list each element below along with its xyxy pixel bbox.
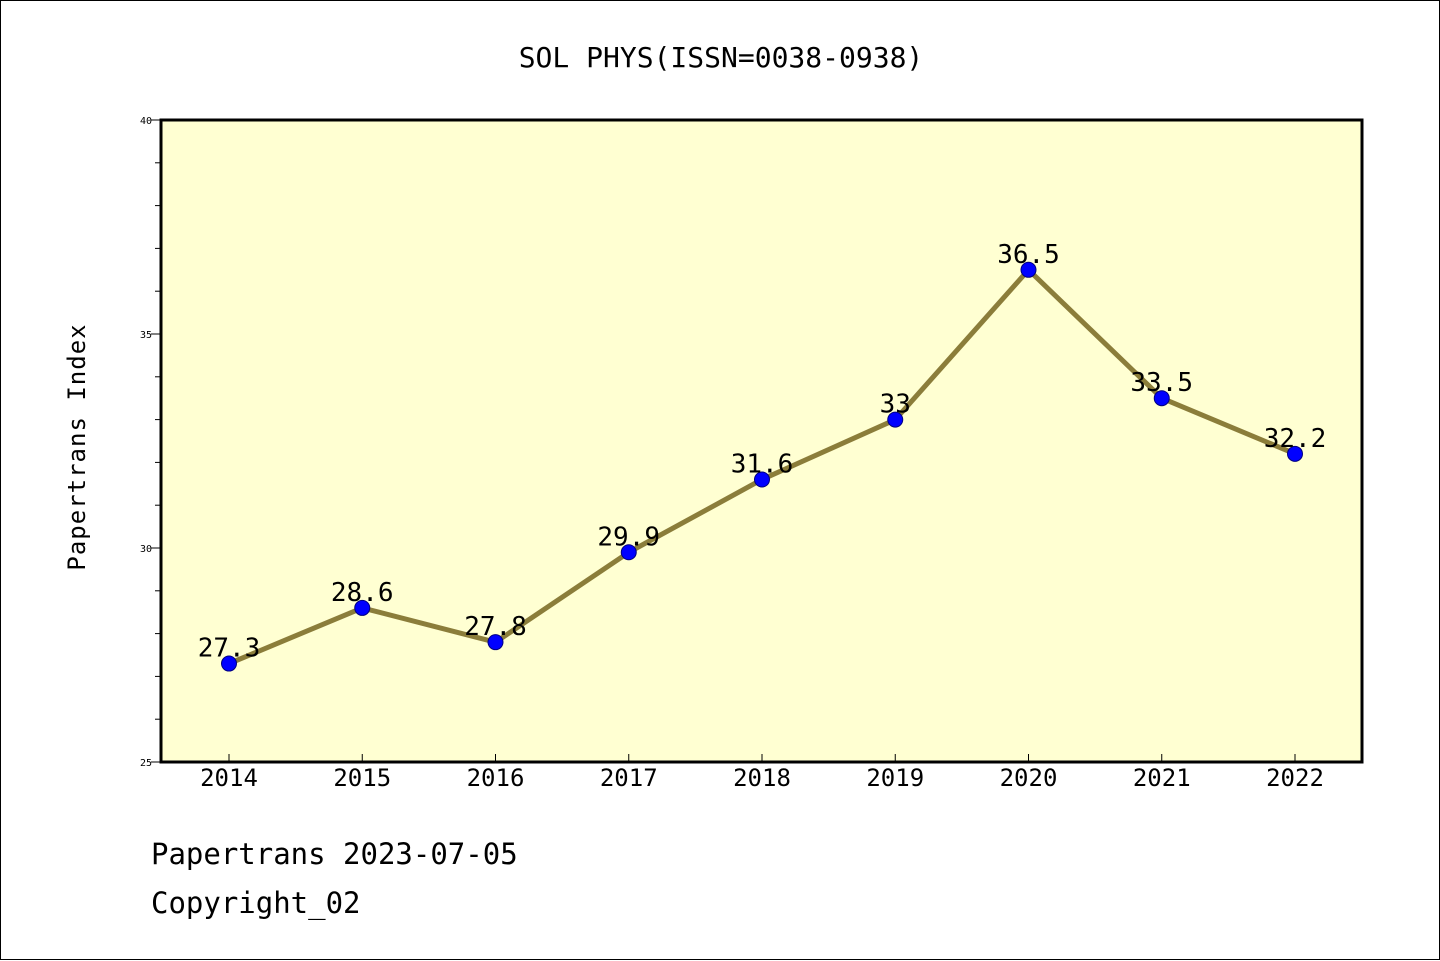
x-tick-label: 2014 [200, 764, 258, 792]
data-label: 33.5 [1130, 368, 1193, 398]
data-labels: 27.3 28.6 27.8 29.9 31.6 33 36.5 33.5 32.2 [198, 240, 1327, 664]
plot-area [161, 120, 1362, 762]
data-label: 27.3 [198, 634, 261, 664]
data-label: 33 [880, 390, 911, 420]
y-tick-label: 25 [140, 758, 152, 769]
y-axis-ticks: 25 30 35 40 [140, 116, 161, 769]
data-point [221, 655, 237, 672]
data-point [487, 634, 504, 651]
data-label: 27.8 [464, 612, 527, 642]
y-tick-label: 40 [140, 116, 152, 127]
y-tick-label: 30 [140, 544, 152, 555]
x-tick-label: 2017 [600, 764, 658, 792]
x-tick-label: 2018 [733, 764, 791, 792]
y-axis-label: Papertrans Index [63, 323, 91, 570]
x-axis-ticks: 2014 2015 2016 2017 2018 2019 2020 2021 2022 [200, 754, 1324, 792]
data-label: 31.6 [731, 450, 794, 480]
data-point [354, 599, 371, 616]
data-point [887, 411, 904, 428]
footer-copyright-text: Copyright_02 [151, 886, 361, 920]
chart-title: SOL PHYS(ISSN=0038-0938) [519, 41, 924, 74]
data-point [1153, 390, 1170, 407]
x-tick-label: 2022 [1266, 764, 1324, 792]
y-tick-label: 35 [140, 330, 152, 341]
x-tick-label: 2015 [333, 764, 391, 792]
data-point [620, 544, 637, 561]
x-tick-label: 2016 [467, 764, 525, 792]
x-tick-label: 2020 [1000, 764, 1058, 792]
data-point [1287, 445, 1303, 462]
plot-frame [159, 118, 1364, 764]
x-tick-label: 2019 [866, 764, 924, 792]
data-label: 28.6 [331, 578, 394, 608]
data-label: 32.2 [1264, 424, 1327, 454]
data-label: 36.5 [997, 240, 1060, 270]
data-point [754, 471, 770, 488]
footer-date-text: Papertrans 2023-07-05 [151, 837, 518, 871]
data-point [1020, 261, 1037, 278]
data-label: 29.9 [597, 522, 660, 552]
data-points [221, 261, 1303, 672]
x-tick-label: 2021 [1133, 764, 1191, 792]
